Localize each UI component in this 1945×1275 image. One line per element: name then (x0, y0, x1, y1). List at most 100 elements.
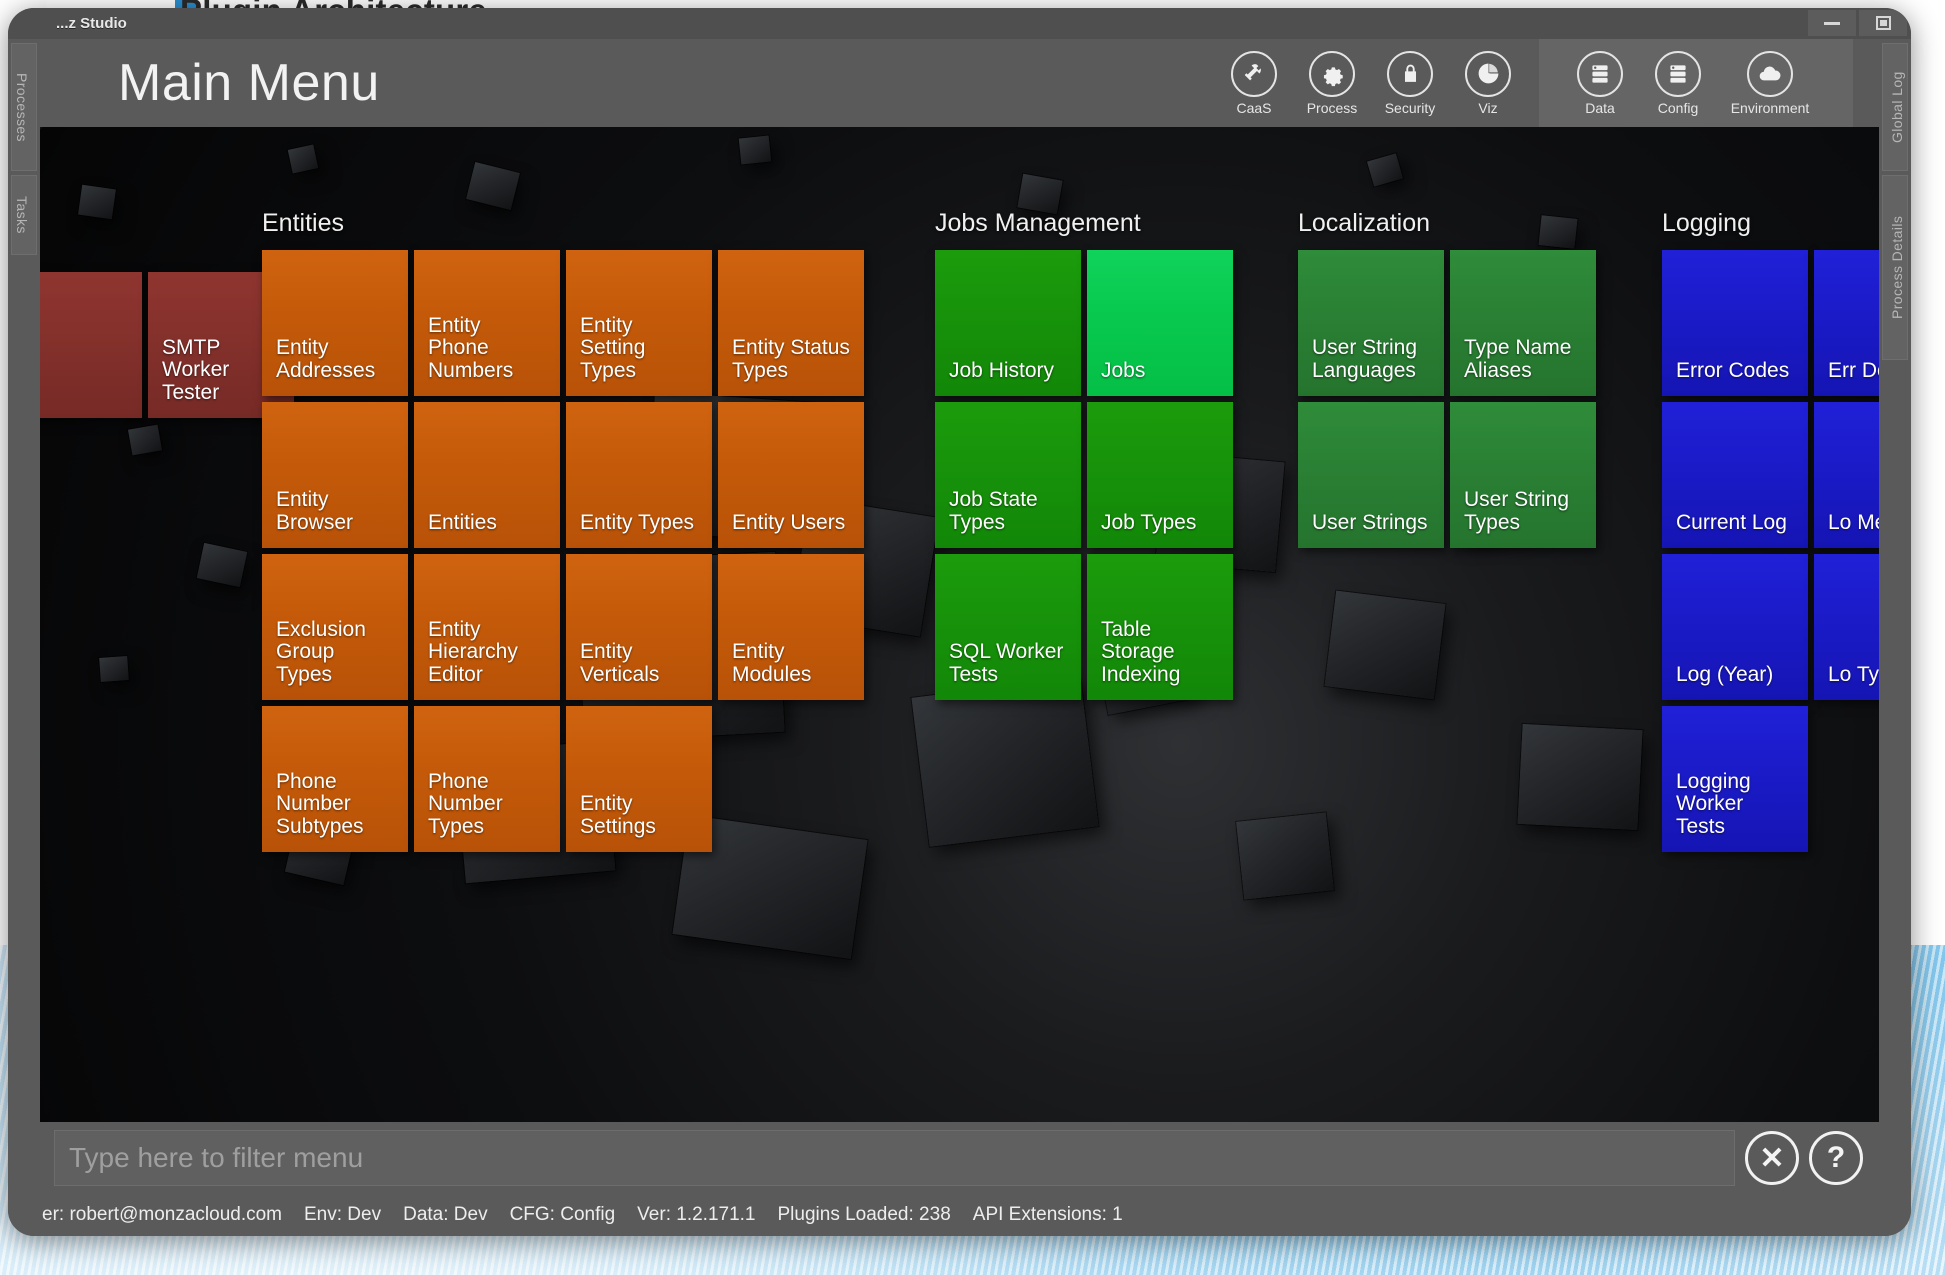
tile-entity-verticals[interactable]: Entity Verticals (566, 554, 712, 700)
application-window: ...z Studio Processes Tasks Global Log P… (8, 8, 1911, 1236)
toolbar-label-process: Process (1306, 99, 1358, 116)
tile-entity-hierarchy-editor[interactable]: Entity Hierarchy Editor (414, 554, 560, 700)
tile-label: Job State Types (949, 488, 1038, 534)
tile-log-types-clipped[interactable]: Lo Ty (1814, 554, 1879, 700)
tile-entity-setting-types[interactable]: Entity Setting Types (566, 250, 712, 396)
tile-job-types[interactable]: Job Types (1087, 402, 1233, 548)
tile-job-state-types[interactable]: Job State Types (935, 402, 1081, 548)
tile-label: Log (Year) (1676, 662, 1774, 686)
tile-label: Entity Status Types (732, 336, 850, 382)
tile-label: Exclusion Group Types (276, 617, 366, 686)
left-tab-rail: Processes Tasks (8, 39, 40, 1236)
group-title-logging: Logging (1662, 209, 1751, 237)
tile-current-log[interactable]: Current Log (1662, 402, 1808, 548)
tile-entities[interactable]: Entities (414, 402, 560, 548)
toolbar-button-process[interactable]: Process (1293, 39, 1371, 127)
sidebar-tab-tasks[interactable]: Tasks (11, 175, 37, 255)
tile-user-string-languages[interactable]: User String Languages (1298, 250, 1444, 396)
toolbar-button-security[interactable]: Security (1371, 39, 1449, 127)
tile-user-string-types[interactable]: User String Types (1450, 402, 1596, 548)
status-api-ext: API Extensions: 1 (972, 1204, 1123, 1225)
status-plugins: Plugins Loaded: 238 (777, 1204, 951, 1225)
tile-phone-number-types[interactable]: Phone Number Types (414, 706, 560, 852)
tile-phone-number-subtypes[interactable]: Phone Number Subtypes (262, 706, 408, 852)
filter-row: ✕ ? (40, 1122, 1879, 1194)
tile-exclusion-group-types[interactable]: Exclusion Group Types (262, 554, 408, 700)
tile-entity-browser[interactable]: Entity Browser (262, 402, 408, 548)
tile-label: Err Do (1828, 358, 1879, 382)
cloud-icon (1747, 50, 1793, 97)
lock-icon (1387, 50, 1433, 97)
toolbar-button-data[interactable]: Data (1561, 39, 1639, 127)
toolbar-button-environment[interactable]: Environment (1717, 39, 1823, 127)
tile-logging-worker-tests[interactable]: Logging Worker Tests (1662, 706, 1808, 852)
tile-label: Logging Worker Tests (1676, 769, 1751, 838)
minimize-button[interactable] (1808, 10, 1856, 36)
tile-entity-modules[interactable]: Entity Modules (718, 554, 864, 700)
tile-group-logging: Logging Error Codes Err Do Current Log L… (1662, 209, 1879, 852)
tile-label: Entities (428, 510, 497, 534)
status-env: Env: Dev (304, 1204, 382, 1225)
tile-label: SQL Worker Tests (949, 640, 1064, 686)
tile-label: Phone Number Subtypes (276, 769, 364, 838)
close-icon[interactable]: ✕ (1745, 1131, 1799, 1185)
window-controls (1808, 10, 1907, 36)
help-icon[interactable]: ? (1809, 1131, 1863, 1185)
sidebar-tab-global-log[interactable]: Global Log (1882, 43, 1908, 171)
tile-label: Job History (949, 358, 1055, 382)
status-version: Ver: 1.2.171.1 (637, 1204, 756, 1225)
tile-label: Lo Ty (1828, 662, 1879, 686)
tile-entity-users[interactable]: Entity Users (718, 402, 864, 548)
tile-type-name-aliases[interactable]: Type Name Aliases (1450, 250, 1596, 396)
tile-label: Table Storage Indexing (1101, 617, 1181, 686)
footer: ✕ ? er: robert@monzacloud.com Env: Dev D… (40, 1122, 1879, 1236)
tile-label: Type Name Aliases (1464, 336, 1572, 382)
tile-clipped[interactable] (40, 272, 142, 418)
tile-label: User Strings (1312, 510, 1428, 534)
tile-label: Entity Verticals (580, 640, 660, 686)
tile-label: Entity Types (580, 510, 695, 534)
tile-sql-worker-tests[interactable]: SQL Worker Tests (935, 554, 1081, 700)
tile-table-storage-indexing[interactable]: Table Storage Indexing (1087, 554, 1233, 700)
tile-grid-logging: Error Codes Err Do Current Log Lo Me Log… (1662, 250, 1879, 852)
tile-label: SMTP Worker Tester (162, 335, 230, 404)
tile-entity-addresses[interactable]: Entity Addresses (262, 250, 408, 396)
tile-entity-status-types[interactable]: Entity Status Types (718, 250, 864, 396)
status-user: er: robert@monzacloud.com (42, 1204, 282, 1225)
group-title-entities: Entities (262, 209, 344, 237)
tile-grid-jobs: Job History Jobs Job State Types Job Typ… (935, 250, 1245, 700)
toolbar-button-config[interactable]: Config (1639, 39, 1717, 127)
tile-entity-types[interactable]: Entity Types (566, 402, 712, 548)
sidebar-tab-processes[interactable]: Processes (11, 43, 37, 171)
tile-entity-settings[interactable]: Entity Settings (566, 706, 712, 852)
group-title-jobs-management: Jobs Management (935, 209, 1141, 237)
right-tab-rail: Global Log Process Details (1879, 39, 1911, 1236)
toolbar-label-environment: Environment (1730, 99, 1810, 116)
tile-label: Error Codes (1676, 358, 1790, 382)
tile-label: Entity Addresses (276, 336, 376, 382)
tile-error-documentation-clipped[interactable]: Err Do (1814, 250, 1879, 396)
tile-group-entities: Entities Entity Addresses Entity Phone N… (262, 209, 882, 852)
tile-log-year[interactable]: Log (Year) (1662, 554, 1808, 700)
tile-entity-phone-numbers[interactable]: Entity Phone Numbers (414, 250, 560, 396)
toolbar-button-viz[interactable]: Viz (1449, 39, 1527, 127)
content-area: Main Menu CaaS (40, 39, 1879, 1236)
status-cfg: CFG: Config (509, 1204, 616, 1225)
sidebar-tab-process-details[interactable]: Process Details (1882, 175, 1908, 360)
tile-grid-localization: User String Languages Type Name Aliases … (1298, 250, 1608, 548)
search-input[interactable] (54, 1130, 1735, 1186)
tile-label: Entity Phone Numbers (428, 313, 514, 382)
toolbar-button-caas[interactable]: CaaS (1215, 39, 1293, 127)
tile-log-messages-clipped[interactable]: Lo Me (1814, 402, 1879, 548)
tile-group-partial-left: SMTP Worker Tester (40, 272, 294, 418)
restore-button[interactable] (1859, 10, 1907, 36)
tile-user-strings[interactable]: User Strings (1298, 402, 1444, 548)
page-title: Main Menu (118, 54, 380, 112)
tile-error-codes[interactable]: Error Codes (1662, 250, 1808, 396)
toolbar-label-data: Data (1585, 99, 1615, 116)
status-data: Data: Dev (403, 1204, 488, 1225)
toolbar-group-modules: CaaS Process (1203, 39, 1539, 127)
tile-label: User String Languages (1312, 336, 1418, 382)
tile-jobs[interactable]: Jobs (1087, 250, 1233, 396)
tile-job-history[interactable]: Job History (935, 250, 1081, 396)
